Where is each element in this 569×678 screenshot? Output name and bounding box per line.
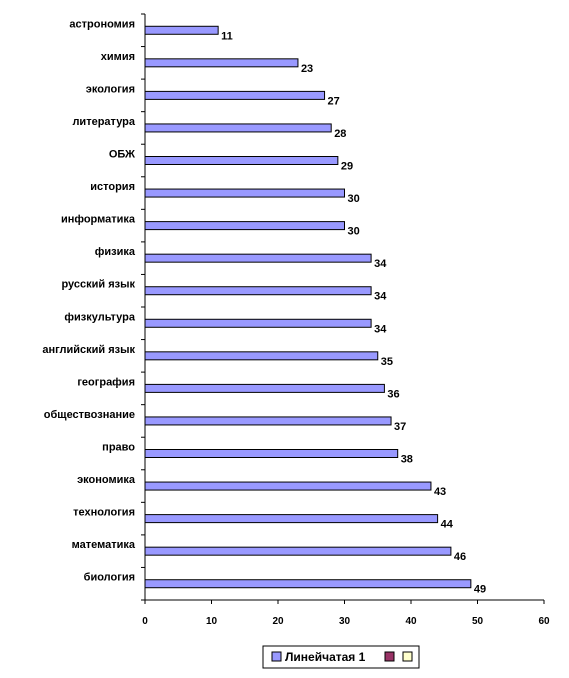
bar: [144, 221, 345, 231]
bar: [144, 156, 339, 165]
chart-legend: Линейчатая 1: [262, 645, 420, 669]
bar: [144, 481, 432, 491]
category-label: русский язык: [61, 279, 135, 291]
bar: [144, 546, 452, 556]
bar: [144, 318, 372, 328]
category-label: ОБЖ: [109, 149, 135, 161]
data-label: 37: [394, 421, 406, 433]
category-label: физкультура: [64, 311, 135, 323]
category-label: биология: [84, 572, 135, 584]
legend-swatch: [402, 651, 413, 662]
data-label: 30: [348, 193, 360, 205]
category-label: информатика: [61, 214, 136, 226]
data-label: 11: [221, 30, 233, 42]
x-tick-label: 60: [538, 616, 550, 627]
x-tick-label: 0: [142, 616, 148, 627]
bar: [144, 449, 399, 458]
category-label: химия: [101, 51, 135, 63]
bar: [144, 90, 326, 100]
bar: [144, 188, 345, 198]
bar: [144, 579, 472, 589]
category-label: обществознание: [44, 409, 135, 421]
category-label: экономика: [77, 474, 136, 486]
x-tick-label: 10: [206, 616, 218, 627]
category-label: литература: [72, 116, 135, 128]
bar: [144, 253, 372, 263]
data-label: 36: [387, 388, 399, 400]
data-label: 28: [334, 128, 346, 140]
data-label: 29: [341, 161, 353, 173]
bar: [144, 25, 219, 35]
legend-swatch: [384, 651, 395, 662]
bar: [144, 351, 379, 361]
data-label: 46: [454, 551, 466, 563]
chart-labels: астрономия 11 химия 23 экология 27 литература 2…: [42, 18, 486, 595]
category-label: технология: [73, 507, 135, 519]
data-label: 23: [301, 63, 313, 75]
x-tick-label: 50: [472, 616, 484, 627]
data-label: 30: [348, 226, 360, 238]
data-label: 34: [374, 323, 387, 335]
category-label: физика: [95, 246, 136, 258]
legend-swatch: [271, 651, 282, 662]
data-label: 34: [374, 258, 387, 270]
category-label: география: [77, 376, 135, 388]
x-tick-label: 30: [339, 616, 351, 627]
x-tick-label: 40: [405, 616, 417, 627]
bar: [144, 286, 372, 296]
data-label: 34: [374, 291, 387, 303]
chart-bars: [144, 25, 472, 589]
category-label: математика: [72, 539, 136, 551]
bar: [144, 514, 439, 524]
chart-axes: 0 10 20 30 40 50 60: [141, 13, 550, 627]
data-label: 27: [328, 95, 340, 107]
bar: [144, 58, 299, 68]
data-label: 35: [381, 356, 393, 368]
bar: [144, 383, 385, 393]
x-tick-label: 20: [272, 616, 284, 627]
legend-label: Линейчатая 1: [285, 650, 366, 664]
category-label: английский язык: [42, 344, 135, 356]
category-label: право: [102, 442, 135, 454]
legend-box: [262, 645, 420, 669]
category-label: экология: [86, 83, 135, 95]
data-label: 49: [474, 584, 486, 596]
data-label: 44: [441, 519, 454, 531]
category-label: история: [90, 181, 135, 193]
bar: [144, 416, 392, 426]
data-label: 38: [401, 454, 413, 466]
category-label: астрономия: [69, 18, 135, 30]
data-label: 43: [434, 486, 446, 498]
bar: [144, 123, 332, 133]
